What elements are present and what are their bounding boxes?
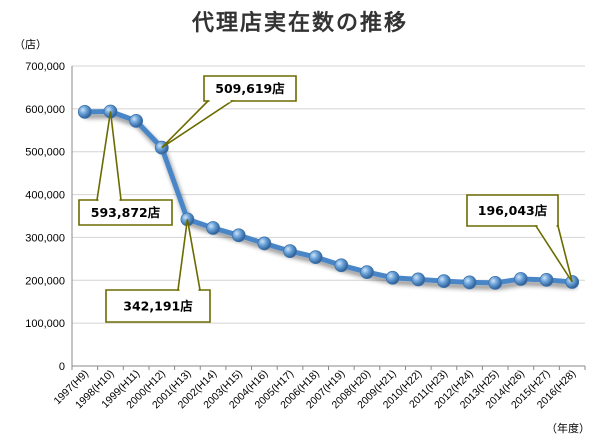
callout: 593,872店 [78, 111, 173, 226]
y-tick-labels: 0 100,000 200,000 300,000 400,000 500,000 600,… [25, 61, 65, 373]
data-point [77, 104, 92, 119]
y-tick-label: 100,000 [25, 318, 65, 330]
x-axis-unit: （年度） [546, 421, 590, 435]
callout-label: 196,043店 [478, 203, 548, 218]
axes [71, 66, 586, 370]
callout-label: 593,872店 [91, 205, 161, 220]
data-point [206, 221, 220, 235]
callout-box [203, 75, 297, 102]
y-tick-label: 300,000 [25, 232, 65, 244]
data-point [437, 274, 451, 289]
data-point [385, 270, 400, 285]
data-point [462, 275, 477, 290]
y-tick-label: 600,000 [25, 104, 65, 116]
data-point [283, 244, 297, 259]
data-point [488, 275, 503, 290]
callout-pointer [534, 225, 573, 283]
x-tick-labels: 1997(H9)1998(H10)1999(H11)2000(H12)2001(… [52, 368, 579, 412]
callout-pointer [177, 219, 201, 291]
data-point [257, 236, 272, 251]
callout: 342,191店 [105, 219, 211, 323]
data-point [539, 272, 554, 287]
data-point [129, 113, 144, 128]
data-point [360, 265, 374, 280]
y-tick-label: 0 [59, 361, 65, 373]
y-tick-label: 200,000 [25, 275, 65, 287]
callouts: 509,619店 593,872店 342,191店 196,043店 [78, 75, 573, 323]
y-axis-unit: （店） [14, 37, 47, 51]
data-point [334, 258, 349, 273]
y-tick-label: 700,000 [25, 61, 65, 73]
y-tick-label: 400,000 [25, 190, 65, 202]
data-point [231, 228, 246, 243]
callout-label: 342,191店 [123, 299, 193, 314]
data-point [513, 272, 528, 286]
y-tick-label: 500,000 [25, 147, 65, 159]
callout-box [105, 289, 211, 323]
callout-pointer [96, 111, 122, 201]
data-point [411, 272, 426, 287]
chart-title: 代理店実在数の推移 [191, 10, 408, 36]
callout: 509,619店 [161, 75, 297, 149]
callout: 196,043店 [466, 194, 573, 283]
callout-label: 509,619店 [215, 81, 285, 96]
data-point [308, 250, 323, 265]
callout-box [78, 199, 173, 226]
callout-pointer [161, 100, 235, 149]
